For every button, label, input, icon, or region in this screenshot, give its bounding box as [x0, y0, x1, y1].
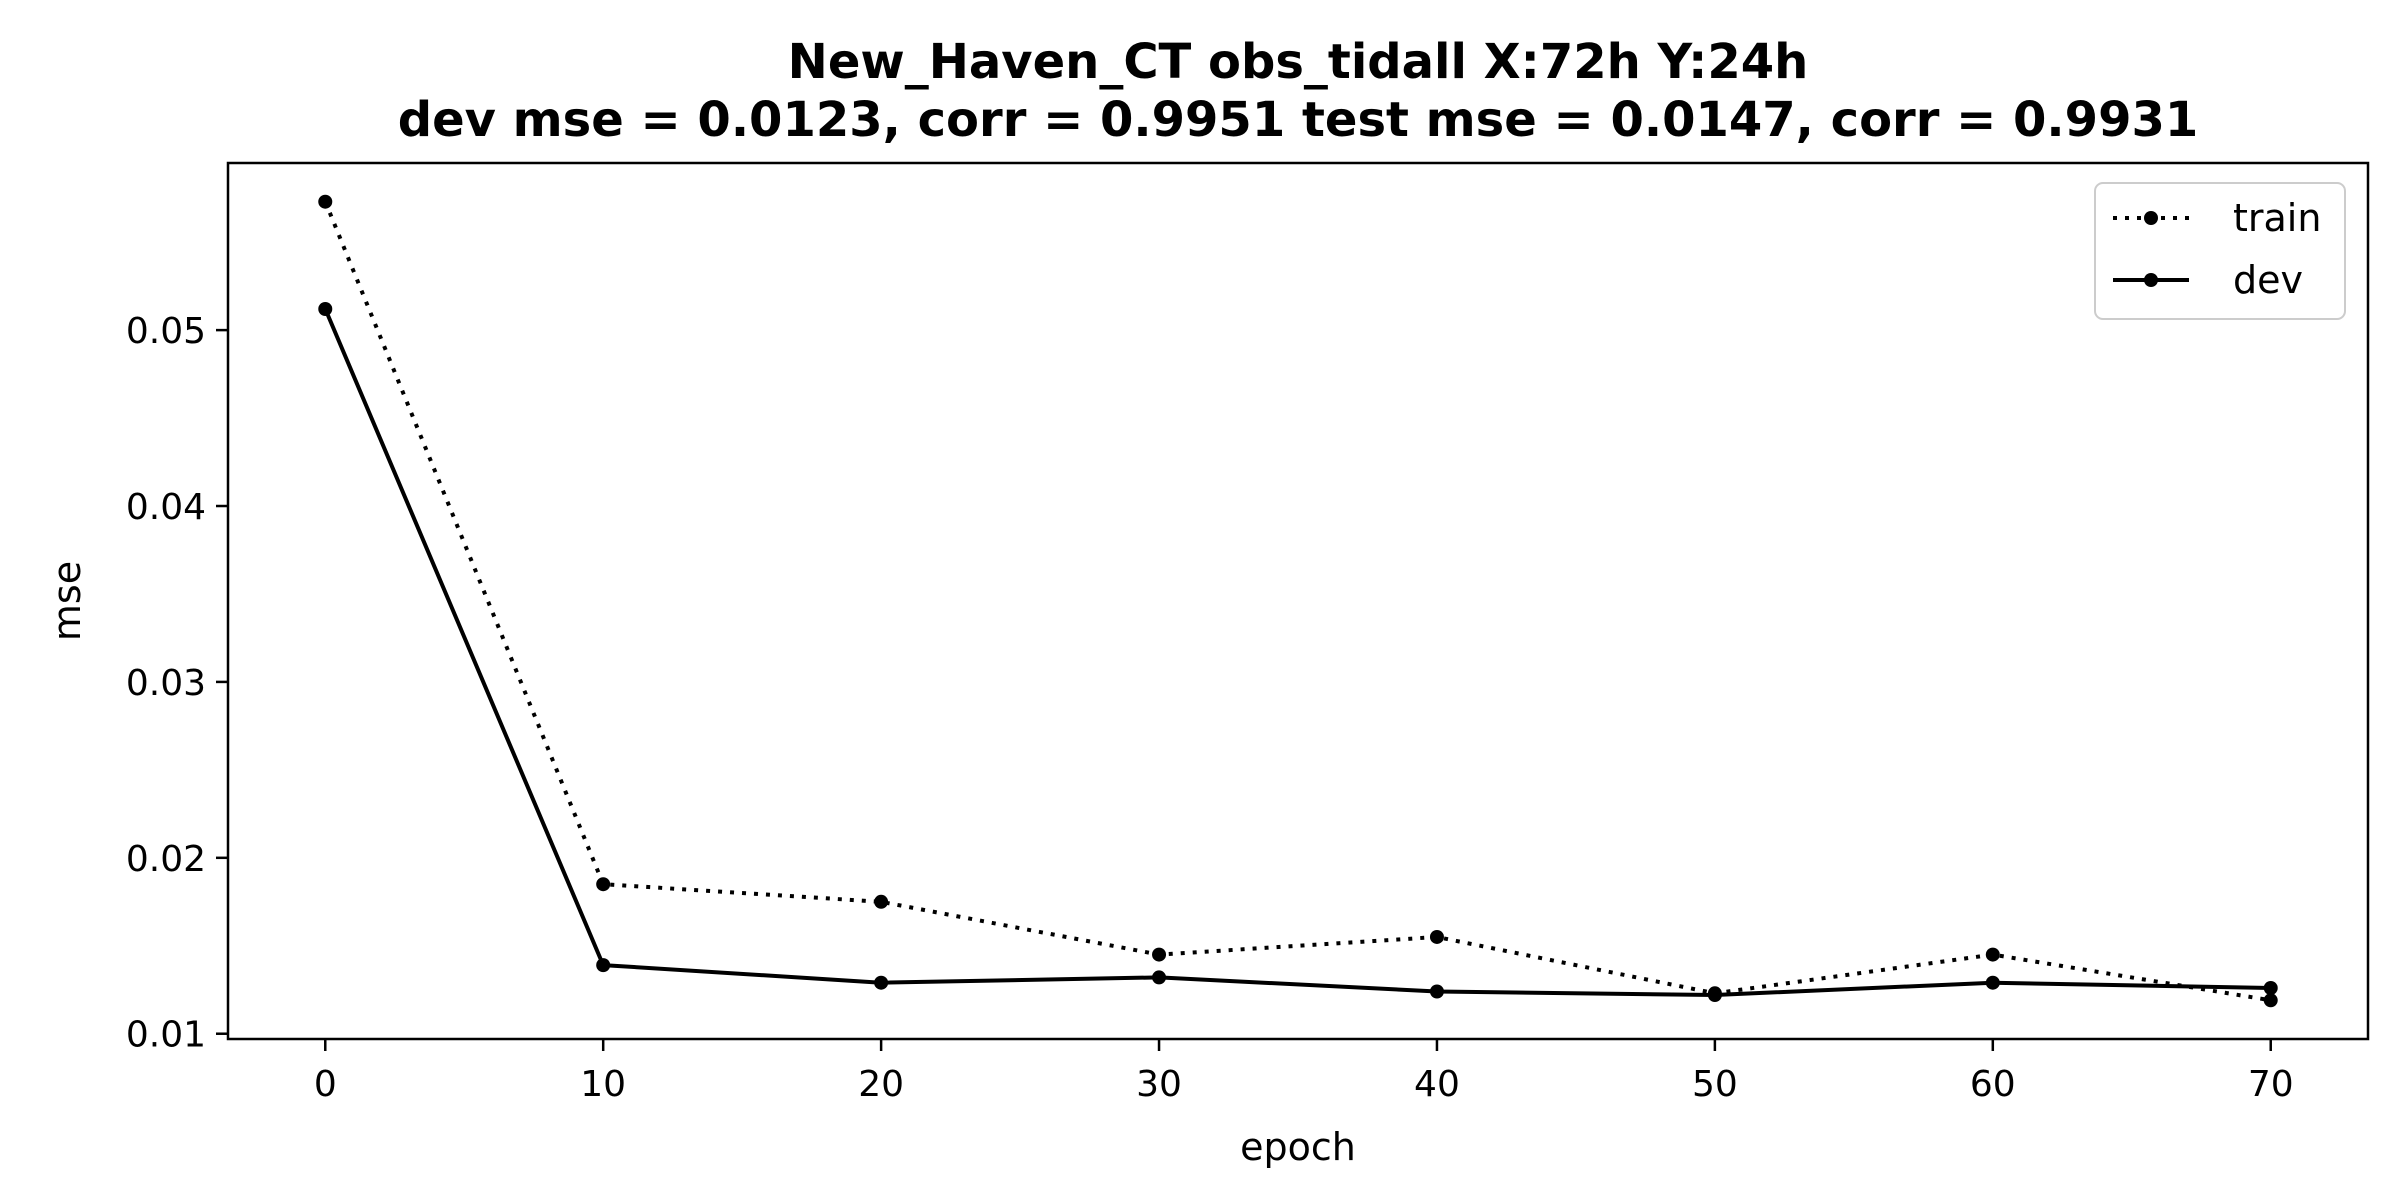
point-dev-60	[1985, 975, 2000, 990]
x-tick-label: 60	[1970, 1064, 2016, 1105]
x-tick-label: 20	[858, 1064, 904, 1105]
point-dev-50	[1707, 988, 1722, 1003]
point-train-10	[596, 877, 611, 892]
y-tick-label: 0.04	[126, 487, 206, 528]
point-dev-30	[1152, 970, 1167, 985]
x-tick-label: 30	[1136, 1064, 1182, 1105]
x-axis-label: epoch	[1240, 1125, 1356, 1169]
legend-dev-label: dev	[2233, 258, 2303, 302]
plot-area-frame	[226, 161, 2370, 1041]
x-tick-label: 50	[1692, 1064, 1738, 1105]
series-line-train	[323, 200, 2272, 1003]
x-tick-label: 0	[314, 1064, 337, 1105]
y-tick-label: 0.03	[126, 663, 206, 704]
chart-title-line2: dev mse = 0.0123, corr = 0.9951 test mse…	[398, 92, 2199, 148]
point-train-60	[1985, 947, 2000, 962]
point-dev-40	[1429, 984, 1444, 999]
point-dev-20	[874, 975, 889, 990]
legend-train-label: train	[2233, 196, 2321, 240]
x-tick-label: 70	[2248, 1064, 2294, 1105]
y-tick-label: 0.02	[126, 839, 206, 880]
x-tick-label: 10	[580, 1064, 626, 1105]
chart-title-line1: New_Haven_CT obs_tidall X:72h Y:24h	[788, 34, 1809, 90]
series-line-dev	[323, 308, 2271, 997]
y-axis-label: mse	[45, 561, 89, 641]
y-tick-label: 0.05	[126, 311, 206, 352]
point-train-30	[1152, 947, 1167, 962]
y-tick-label: 0.01	[126, 1015, 206, 1056]
point-train-70	[2263, 993, 2278, 1008]
series-layer	[318, 194, 2278, 1008]
legend: train dev	[2094, 182, 2346, 320]
point-dev-10	[596, 958, 611, 973]
point-train-0	[318, 194, 333, 209]
point-train-40	[1429, 929, 1444, 944]
x-tick-label: 40	[1414, 1064, 1460, 1105]
legend-train-marker	[2144, 211, 2158, 225]
point-dev-70	[2263, 980, 2278, 995]
point-train-20	[874, 894, 889, 909]
ticks-layer: 0 10 20 30 40 50 60 70 0.01 0.02 0.03 0.04 0.05	[126, 311, 2294, 1105]
legend-dev-marker	[2144, 273, 2158, 287]
point-dev-0	[318, 302, 333, 316]
